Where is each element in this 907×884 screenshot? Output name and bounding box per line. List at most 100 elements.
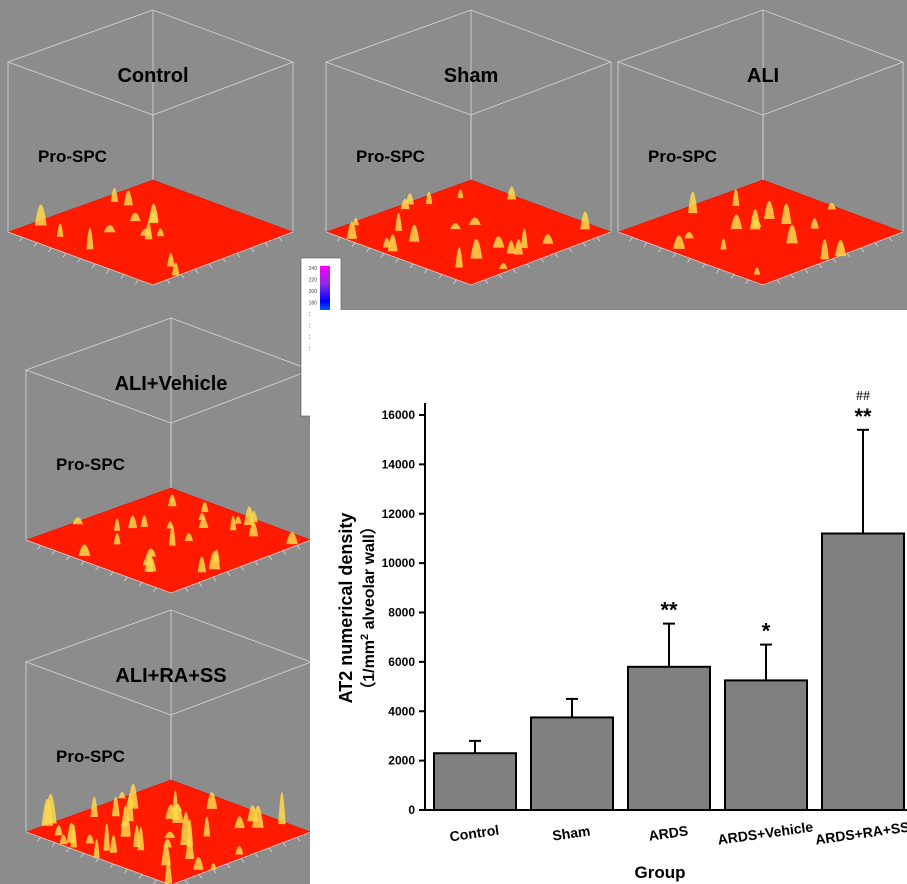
surface-peak	[455, 247, 463, 268]
surface-peak	[468, 217, 481, 225]
surface-peak	[201, 502, 209, 513]
surface-peak	[507, 186, 517, 200]
significance-marker: **	[660, 598, 678, 623]
surface-peak	[166, 521, 174, 529]
surface-peak	[278, 792, 286, 825]
surface-peak	[230, 515, 237, 531]
surface-peak	[145, 548, 157, 557]
bar	[433, 752, 517, 811]
surface-peak	[109, 834, 118, 853]
y-axis: 0 2000 4000 6000 8000 10000 12000 14000 16000	[382, 403, 426, 817]
surface-peak	[169, 525, 176, 546]
x-tick-label: Sham	[551, 822, 591, 843]
surface-panel: Control Pro-SPC	[6, 9, 295, 286]
surface-peak	[128, 515, 138, 529]
surface-peak	[34, 204, 47, 226]
surface-peak	[161, 843, 171, 866]
surface-peak	[164, 860, 173, 884]
surface-peak	[144, 222, 153, 240]
surface-peak	[198, 518, 209, 528]
surface-peak	[352, 217, 359, 226]
surface-peak	[86, 227, 94, 250]
colorbar-tick-label: 240	[309, 266, 318, 272]
y-axis-label-line2: （1/mm2 alveolar wall）	[359, 518, 378, 698]
surface-peak	[197, 556, 207, 573]
surface-peak	[41, 798, 53, 826]
surface-peak	[395, 212, 403, 231]
surface-peak	[673, 235, 685, 249]
panel-label: Pro-SPC	[38, 147, 107, 166]
surface-peak	[248, 521, 259, 537]
surface-peak	[85, 834, 95, 844]
surface-peak	[234, 516, 242, 524]
surface-peak	[66, 822, 77, 843]
surface-peak	[750, 209, 761, 230]
surface-peak	[470, 238, 483, 259]
surface-panel: ALI+Vehicle Pro-SPC	[24, 317, 313, 594]
surface-peak	[382, 237, 391, 248]
y-tick-label: 6000	[388, 655, 415, 669]
surface-peak	[111, 796, 120, 817]
surface-peak	[234, 816, 245, 829]
surface-peak	[520, 228, 528, 249]
x-axis-label: Group	[635, 863, 686, 882]
surface-peak	[213, 549, 220, 563]
surface-peak	[409, 224, 420, 242]
surface-peak	[400, 198, 410, 210]
surface-peak	[206, 792, 218, 809]
surface-peak	[163, 838, 172, 848]
surface-peak	[172, 790, 179, 821]
surface-peak	[688, 191, 698, 214]
significance-marker: *	[762, 619, 771, 644]
surface-peak	[164, 831, 176, 839]
surface-peak	[542, 234, 554, 244]
surface-peak	[286, 532, 298, 545]
x-tick-label: ARDS	[648, 822, 690, 843]
y-axis-label-line1: AT2 numerical density	[336, 513, 356, 704]
bar	[627, 665, 711, 811]
surface-peak	[123, 190, 133, 206]
surface-peak	[137, 827, 145, 851]
surface-peak	[156, 228, 165, 237]
surface-peak	[90, 796, 98, 818]
y-tick-label: 16000	[382, 408, 416, 422]
surface-plots: ControlPro-SPCShamPro-SPCALIPro-SPCALI+V…	[6, 9, 905, 884]
surface-panel: Sham Pro-SPC	[324, 9, 613, 286]
surface-peak	[827, 202, 836, 210]
panel-label: Pro-SPC	[56, 747, 125, 766]
surface-peak	[93, 838, 100, 858]
surface-peak	[113, 518, 121, 531]
panel-label: Pro-SPC	[56, 455, 125, 474]
surface-peak	[118, 791, 126, 799]
panel-title: Control	[117, 65, 188, 87]
surface-peak	[203, 816, 211, 837]
surface-peak	[249, 510, 258, 523]
surface-peak	[835, 239, 847, 257]
bar-chart: Control Sham**ARDS*ARDS+Vehicle**##ARDS+R…	[336, 389, 907, 882]
y-tick-label: 0	[408, 803, 415, 817]
y-tick-label: 14000	[382, 457, 416, 471]
surface-peak	[167, 252, 175, 267]
panel-title: ALI+Vehicle	[115, 373, 228, 395]
surface-peak	[140, 515, 148, 527]
surface-peak	[184, 533, 194, 542]
panel-title: Sham	[444, 65, 498, 87]
surface-panel: ALI+RA+SS Pro-SPC	[24, 609, 313, 884]
surface-peak	[781, 203, 792, 225]
panel-label: Pro-SPC	[648, 147, 717, 166]
surface-peak	[186, 819, 194, 847]
bar	[821, 532, 905, 811]
surface-peak	[492, 236, 505, 248]
surface-peak	[120, 805, 131, 837]
y-tick-label: 8000	[388, 606, 415, 620]
surface-peak	[499, 262, 508, 269]
surface-peak	[786, 224, 798, 244]
surface-peak	[820, 239, 829, 260]
surface-peak	[54, 825, 63, 836]
significance-marker: **	[854, 404, 872, 429]
surface-peak	[129, 212, 141, 222]
surface-peak	[78, 544, 91, 556]
surface-peak	[405, 193, 414, 205]
surface-peak	[210, 863, 217, 870]
bars: Control Sham**ARDS*ARDS+Vehicle**##ARDS+R…	[433, 389, 907, 848]
